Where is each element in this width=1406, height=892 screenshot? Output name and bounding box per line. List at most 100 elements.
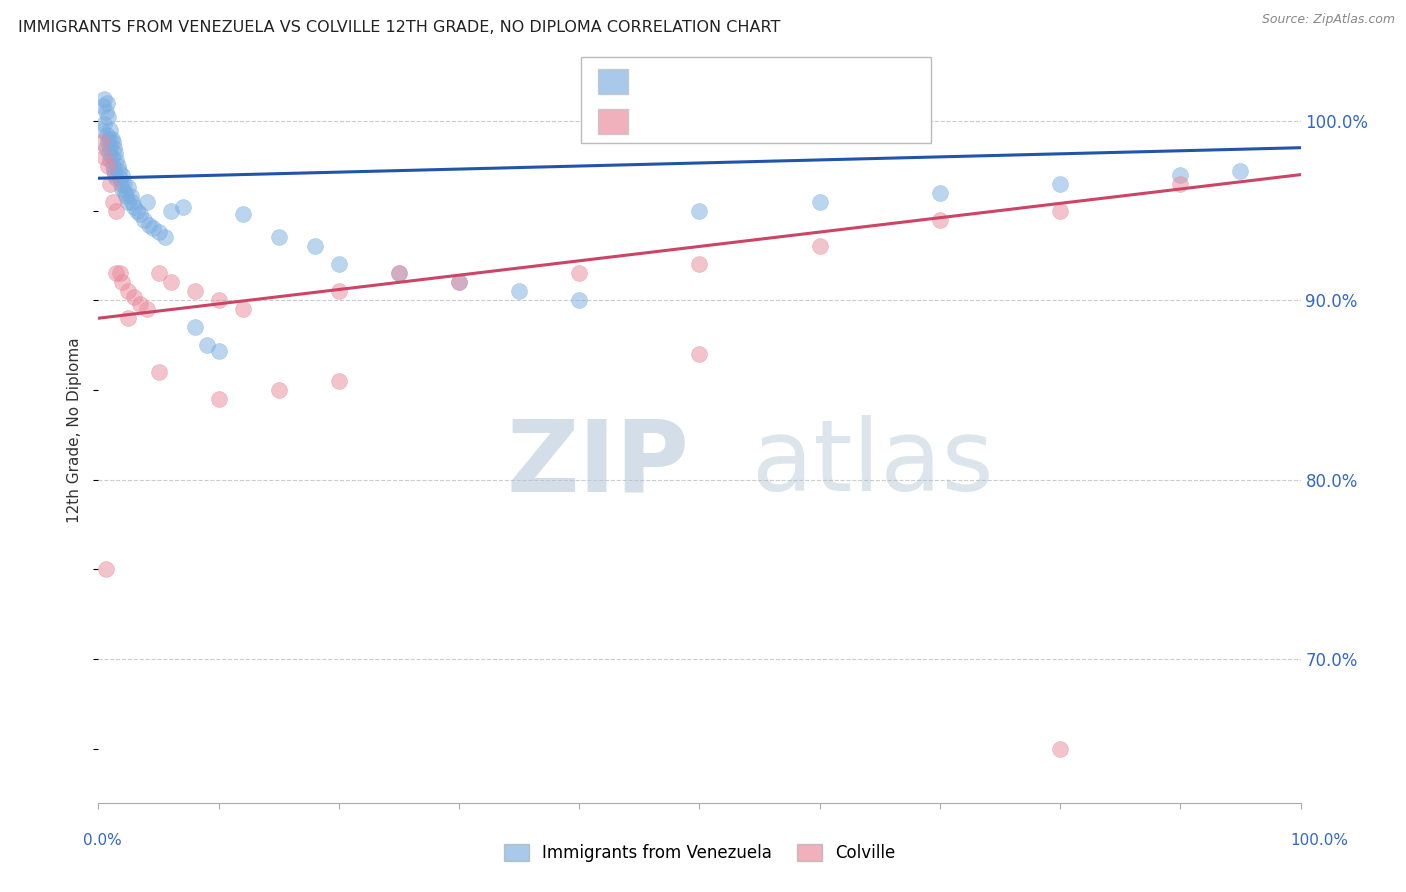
Text: 0.0%: 0.0%	[83, 833, 122, 847]
Point	[111, 168, 134, 182]
Point	[928, 212, 950, 227]
Point	[328, 374, 350, 388]
Point	[1170, 177, 1192, 191]
Point	[103, 141, 125, 155]
Point	[121, 194, 143, 209]
Point	[98, 132, 121, 146]
Text: R = 0.399   N = 66: R = 0.399 N = 66	[643, 73, 821, 91]
Point	[108, 171, 131, 186]
Point	[117, 180, 139, 194]
Point	[91, 122, 114, 136]
Point	[808, 194, 831, 209]
Point	[928, 186, 950, 200]
Point	[183, 285, 205, 299]
Point	[1049, 177, 1071, 191]
Point	[97, 136, 120, 150]
Point	[114, 186, 136, 200]
Point	[388, 266, 411, 280]
Point	[124, 290, 146, 304]
Point	[232, 207, 254, 221]
Point	[124, 200, 146, 214]
Point	[1170, 168, 1192, 182]
Point	[208, 343, 231, 358]
Point	[101, 136, 124, 150]
Point	[328, 257, 350, 271]
Point	[97, 159, 120, 173]
Point	[129, 207, 152, 221]
Point	[208, 293, 231, 308]
Point	[689, 347, 711, 361]
Point	[91, 136, 114, 150]
Point	[568, 293, 591, 308]
Point	[105, 171, 128, 186]
Point	[232, 302, 254, 317]
Point	[96, 128, 118, 143]
Point	[108, 164, 131, 178]
Point	[94, 562, 117, 576]
Point	[101, 194, 124, 209]
Point	[117, 194, 139, 209]
Point	[96, 95, 118, 110]
Point	[104, 146, 127, 161]
Point	[108, 266, 131, 280]
Point	[117, 311, 139, 326]
Point	[107, 159, 129, 173]
Point	[117, 285, 139, 299]
Point	[808, 239, 831, 253]
Text: IMMIGRANTS FROM VENEZUELA VS COLVILLE 12TH GRADE, NO DIPLOMA CORRELATION CHART: IMMIGRANTS FROM VENEZUELA VS COLVILLE 12…	[18, 20, 780, 35]
Point	[208, 392, 231, 406]
Point	[100, 141, 122, 155]
Legend: Immigrants from Venezuela, Colville: Immigrants from Venezuela, Colville	[496, 838, 903, 869]
Point	[689, 203, 711, 218]
Y-axis label: 12th Grade, No Diploma: 12th Grade, No Diploma	[67, 337, 83, 524]
Point	[141, 221, 163, 235]
Point	[112, 177, 135, 191]
Point	[101, 159, 124, 173]
Point	[111, 182, 134, 196]
Point	[328, 285, 350, 299]
Point	[195, 338, 218, 352]
Point	[153, 230, 176, 244]
Text: ZIP: ZIP	[506, 416, 689, 512]
Point	[183, 320, 205, 334]
Point	[111, 276, 134, 290]
Point	[104, 168, 127, 182]
Point	[129, 297, 152, 311]
Point	[100, 132, 122, 146]
Point	[120, 189, 142, 203]
Point	[159, 203, 181, 218]
Text: Source: ZipAtlas.com: Source: ZipAtlas.com	[1261, 13, 1395, 27]
Point	[94, 141, 117, 155]
Point	[1229, 164, 1251, 178]
Point	[1049, 742, 1071, 756]
Text: 100.0%: 100.0%	[1289, 833, 1348, 847]
Point	[110, 177, 132, 191]
Point	[97, 110, 120, 124]
Point	[447, 276, 470, 290]
Point	[148, 266, 170, 280]
Point	[138, 218, 160, 232]
Point	[105, 153, 128, 168]
Point	[93, 150, 115, 164]
Point	[105, 203, 128, 218]
Point	[172, 200, 194, 214]
Point	[100, 153, 122, 168]
Point	[568, 266, 591, 280]
Point	[100, 177, 122, 191]
Point	[1049, 203, 1071, 218]
Point	[689, 257, 711, 271]
Text: R = 0.278   N = 35: R = 0.278 N = 35	[643, 112, 821, 130]
Point	[103, 164, 125, 178]
Point	[94, 104, 117, 119]
Point	[98, 146, 121, 161]
Point	[159, 276, 181, 290]
Point	[388, 266, 411, 280]
Point	[125, 203, 148, 218]
Point	[447, 276, 470, 290]
Point	[91, 99, 114, 113]
Text: atlas: atlas	[752, 416, 994, 512]
Point	[132, 212, 155, 227]
Point	[267, 230, 290, 244]
Point	[100, 122, 122, 136]
Point	[508, 285, 530, 299]
